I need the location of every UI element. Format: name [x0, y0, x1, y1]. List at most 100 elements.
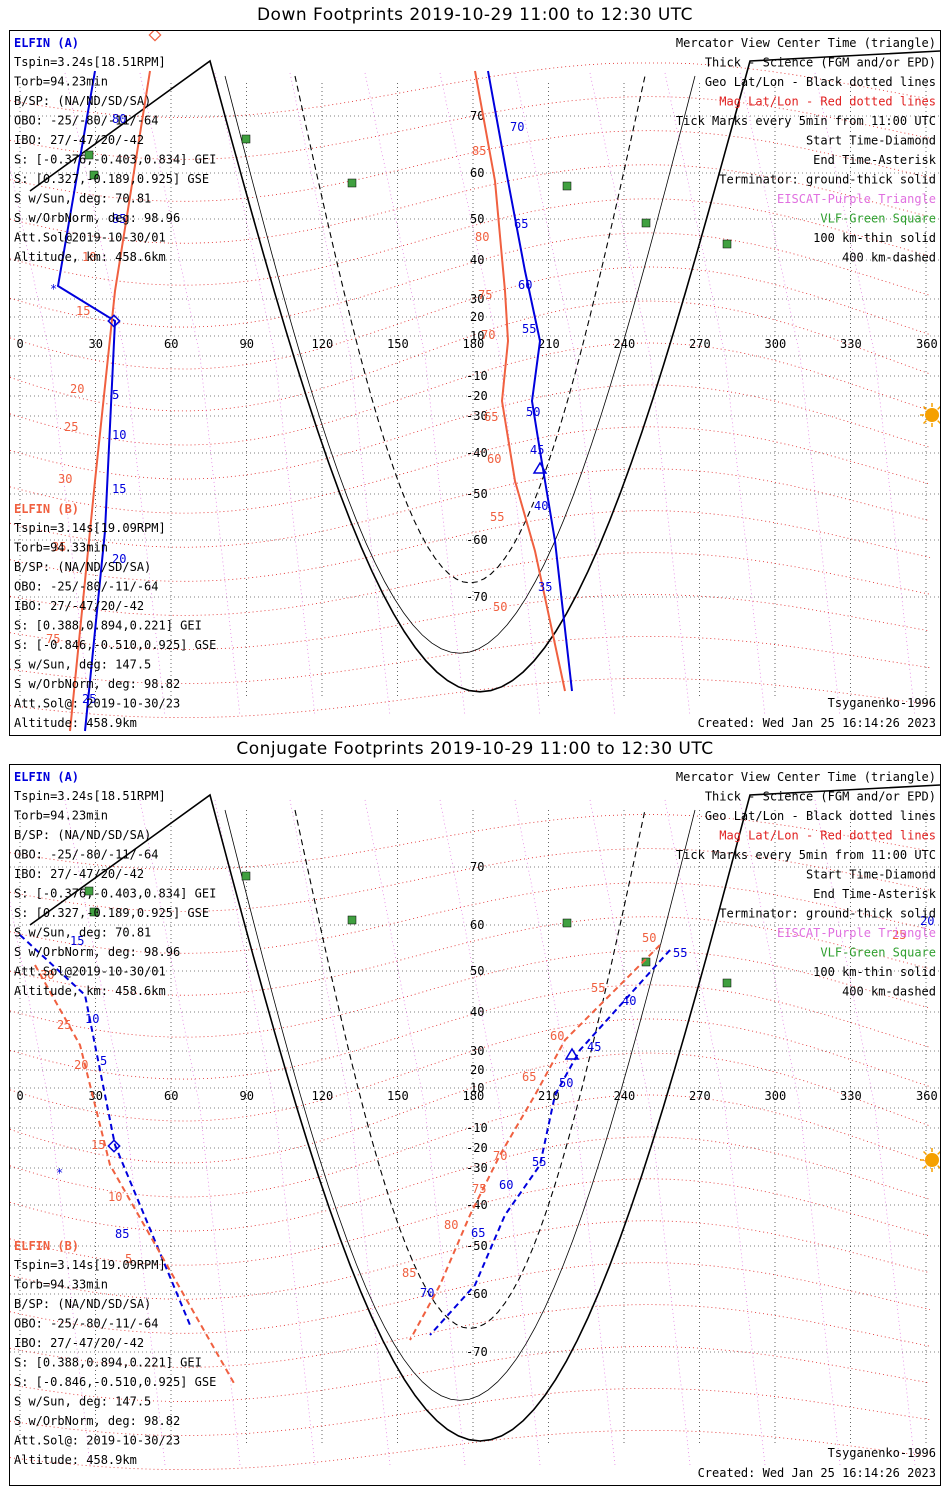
terminator-ground — [29, 784, 940, 1442]
left-track-b-label: 10 — [82, 250, 96, 264]
mag-lon-curve — [514, 799, 616, 1466]
lat-tick-label: 40 — [470, 253, 484, 267]
track-a-label: 55 — [532, 1155, 546, 1169]
legend-line: Mag Lat/Lon - Red dotted lines — [719, 829, 936, 843]
left-track-b-label: 5 — [125, 1252, 132, 1266]
left-track-b-label: 30 — [40, 968, 54, 982]
vlf-station-square — [722, 978, 732, 988]
elfin-b-info-line: Altitude: 458.9km — [14, 716, 137, 730]
mag-lat-curve — [10, 300, 931, 412]
track-a-label: 50 — [526, 405, 540, 419]
lat-tick-label: 10 — [470, 329, 484, 343]
left-track-b-label: 20 — [74, 1058, 88, 1072]
lon-tick-label: 300 — [765, 1089, 787, 1103]
mag-lon-curve — [514, 72, 616, 717]
legend-line: Tick Marks every 5min from 11:00 UTC — [676, 114, 936, 128]
lat-tick-label: 30 — [470, 292, 484, 306]
vlf-station-square — [84, 150, 94, 160]
elfin-b-info-line: OBO: -25/-80/-11/-64 — [14, 580, 159, 594]
elfin-b-left-track — [69, 70, 151, 732]
left-track-a-label: 5 — [112, 388, 119, 402]
elfin-b-info-line: S w/OrbNorm, deg: 98.82 — [14, 677, 180, 691]
created-timestamp: Created: Wed Jan 25 16:14:26 2023 — [698, 716, 936, 730]
sun-ray — [922, 1150, 927, 1155]
right-edge-a-label: 20 — [920, 914, 934, 928]
elfin-a-info-line: Tspin=3.24s[18.51RPM] — [14, 55, 166, 69]
lat-tick-label: -70 — [466, 590, 488, 604]
track-a-label: 45 — [530, 443, 544, 457]
track-a-label: 60 — [518, 278, 532, 292]
lon-tick-label: 30 — [89, 337, 103, 351]
mag-lon-curve — [664, 72, 766, 717]
mag-lat-curve — [10, 342, 931, 446]
sun-ray — [922, 405, 927, 410]
track-a-label: 70 — [420, 1286, 434, 1300]
track-a-label: 65 — [514, 217, 528, 231]
left-track-b-label: 75 — [46, 632, 60, 646]
model-label: Tsyganenko-1996 — [828, 696, 936, 710]
track-a-label: 55 — [522, 322, 536, 336]
track-b-label: 60 — [550, 1029, 564, 1043]
elfin-a-info-line: S: [0.327,-0.189,0.925] GSE — [14, 906, 209, 920]
lat-tick-label: 60 — [470, 918, 484, 932]
mag-lon-curve — [589, 799, 691, 1466]
elfin-a-info-line: IBO: 27/-47/20/-42 — [14, 867, 144, 881]
center-time-triangle — [532, 461, 548, 474]
sun-ray — [922, 420, 927, 425]
vlf-station-square — [347, 178, 357, 188]
lon-tick-label: 360 — [916, 1089, 938, 1103]
legend-line: Thick - Science (FGM and/or EPD) — [705, 790, 936, 804]
panel-2-title: Conjugate Footprints 2019-10-29 11:00 to… — [236, 739, 714, 759]
legend-line: Mag Lat/Lon - Red dotted lines — [719, 95, 936, 109]
elfin-b-info-line: S: [-0.846,-0.510,0.925] GSE — [14, 1375, 216, 1389]
mag-lon-curve — [439, 799, 541, 1466]
track-b-label: 75 — [472, 1182, 486, 1196]
elfin-a-info-line: IBO: 27/-47/20/-42 — [14, 133, 144, 147]
lat-tick-label: -20 — [466, 389, 488, 403]
terminator-ground — [29, 50, 940, 693]
lon-tick-label: 150 — [387, 337, 409, 351]
vlf-station-square — [89, 170, 99, 180]
model-label: Tsyganenko-1996 — [828, 1446, 936, 1460]
track-b-label: 60 — [487, 452, 501, 466]
elfin-b-info-line: Tspin=3.14s[19.09RPM] — [14, 521, 166, 535]
vlf-station-square — [562, 918, 572, 928]
lat-tick-label: -20 — [466, 1141, 488, 1155]
legend-line: VLF-Green Square — [820, 946, 936, 960]
elfin-b-left-track — [34, 964, 236, 1386]
elfin-b-info-line: S w/OrbNorm, deg: 98.82 — [14, 1414, 180, 1428]
elfin-a-info-line: S w/OrbNorm, deg: 98.96 — [14, 211, 180, 225]
elfin-b-info-line: B/SP: (NA/ND/SD/SA) — [14, 1297, 151, 1311]
track-b-label: 80 — [444, 1218, 458, 1232]
lat-tick-label: -70 — [466, 1345, 488, 1359]
vlf-station-square — [89, 907, 99, 917]
elfin-a-info-line: B/SP: (NA/ND/SD/SA) — [14, 94, 151, 108]
terminator-100km — [224, 75, 696, 654]
track-b-label: 80 — [475, 230, 489, 244]
lat-tick-label: -50 — [466, 487, 488, 501]
elfin-a-heading: ELFIN (A) — [14, 770, 79, 784]
mag-lon-curve — [439, 72, 541, 717]
mag-lon-curve — [364, 799, 466, 1466]
elfin-b-track — [474, 70, 566, 692]
lon-tick-label: 270 — [689, 337, 711, 351]
lat-tick-label: 50 — [470, 212, 484, 226]
lon-tick-label: 120 — [312, 337, 334, 351]
legend-line: Start Time-Diamond — [806, 868, 936, 882]
legend-line: EISCAT-Purple Triangle — [777, 192, 936, 206]
mag-lat-curve — [10, 266, 931, 370]
lon-tick-label: 60 — [164, 1089, 178, 1103]
left-track-b-label: 15 — [91, 1138, 105, 1152]
elfin-b-info-line: OBO: -25/-80/-11/-64 — [14, 1317, 159, 1331]
lat-tick-label: 50 — [470, 964, 484, 978]
left-track-b-label: 30 — [58, 472, 72, 486]
mag-lat-curve — [10, 1346, 931, 1402]
lat-tick-label: -30 — [466, 1161, 488, 1175]
left-track-b-label: 35 — [52, 540, 66, 554]
legend-line: End Time-Asterisk — [813, 887, 937, 901]
left-track-b-label: 25 — [57, 1018, 71, 1032]
right-edge-b-label: 25 — [892, 928, 906, 942]
lat-tick-label: -10 — [466, 369, 488, 383]
legend-line: Mercator View Center Time (triangle) — [676, 36, 936, 50]
track-b-label: 85 — [472, 144, 486, 158]
